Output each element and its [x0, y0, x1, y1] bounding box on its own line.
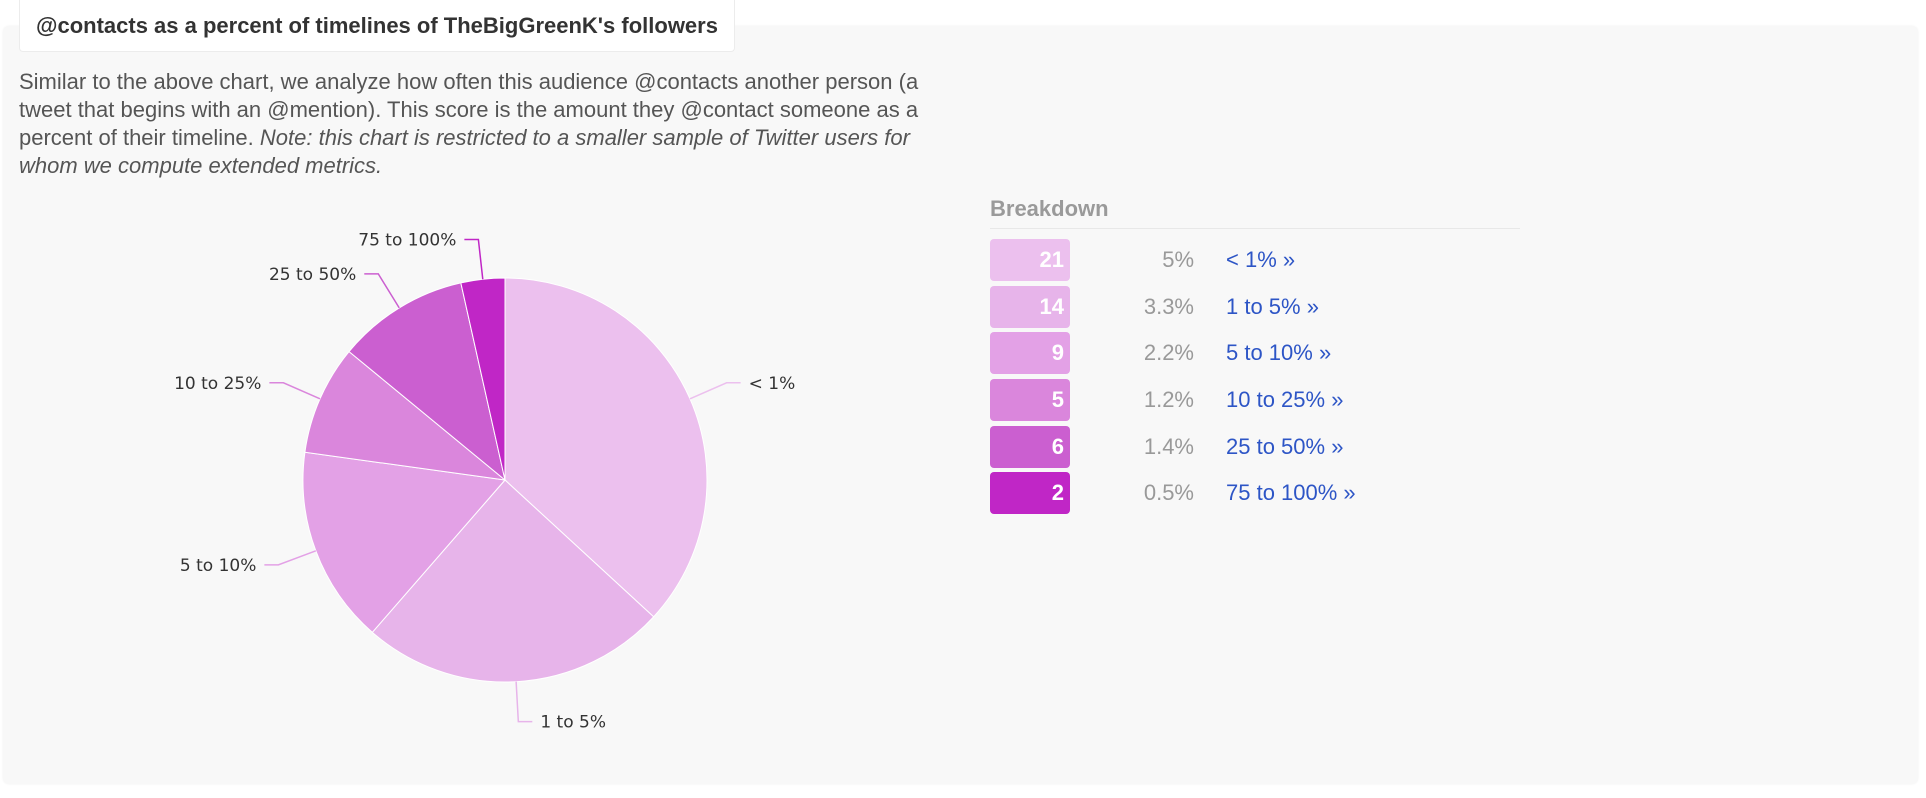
- pie-label: 5 to 10%: [180, 556, 256, 576]
- pie-label: 1 to 5%: [540, 713, 606, 733]
- pie-connector: [364, 273, 400, 309]
- breakdown-row: 6 1.4% 25 to 50% »: [990, 423, 1520, 470]
- pie-connector: [689, 382, 741, 400]
- pie-slice[interactable]: [304, 350, 507, 481]
- description-text: Similar to the above chart, we analyze h…: [19, 69, 919, 150]
- pie-label: < 1%: [749, 374, 796, 394]
- pie-chart-svg: < 1% 1 to 5% 5 to 10% 10 to 25% 25 to 50%75 …: [174, 230, 796, 733]
- breakdown-percent: 3.3%: [1143, 293, 1194, 319]
- pie-slice[interactable]: [302, 451, 506, 634]
- breakdown-link[interactable]: 1 to 5% »: [1226, 293, 1319, 319]
- breakdown-count: 21: [990, 239, 1070, 282]
- breakdown-link[interactable]: 10 to 25% »: [1226, 387, 1344, 413]
- breakdown-percent: 1.2%: [1143, 387, 1194, 413]
- chart-title-tab: @contacts as a percent of timelines of T…: [19, 0, 735, 52]
- breakdown-panel: Breakdown 21 5% < 1% » 14 3.3% 1 to 5% »…: [990, 196, 1520, 517]
- breakdown-count: 6: [990, 425, 1070, 468]
- description-note: Note: this chart is restricted to a smal…: [19, 125, 910, 178]
- chart-description: Similar to the above chart, we analyze h…: [19, 68, 969, 180]
- pie-slice[interactable]: [504, 277, 708, 618]
- pie-connector: [269, 382, 321, 400]
- breakdown-link[interactable]: < 1% »: [1226, 247, 1296, 273]
- breakdown-row: 5 1.2% 10 to 25% »: [990, 377, 1520, 424]
- pie-connector: [264, 550, 317, 566]
- pie-label: 75 to 100%: [358, 230, 456, 250]
- breakdown-row: 21 5% < 1% »: [990, 237, 1520, 284]
- breakdown-link[interactable]: 75 to 100% »: [1226, 480, 1356, 506]
- breakdown-row: 14 3.3% 1 to 5% »: [990, 284, 1520, 331]
- breakdown-percent: 1.4%: [1143, 433, 1194, 459]
- pie-label: 10 to 25%: [174, 374, 261, 394]
- breakdown-row: 2 0.5% 75 to 100% »: [990, 470, 1520, 517]
- breakdown-title: Breakdown: [990, 196, 1520, 229]
- breakdown-percent: 0.5%: [1143, 480, 1194, 506]
- pie-label: 25 to 50%: [269, 265, 356, 285]
- breakdown-count: 9: [990, 332, 1070, 375]
- breakdown-percent: 2.2%: [1143, 340, 1194, 366]
- breakdown-count: 5: [990, 379, 1070, 422]
- chart-title: @contacts as a percent of timelines of T…: [36, 12, 718, 38]
- pie-slice[interactable]: [371, 479, 655, 683]
- pie-connector: [464, 238, 484, 280]
- breakdown-link[interactable]: 5 to 10% »: [1226, 340, 1332, 366]
- breakdown-count: 14: [990, 285, 1070, 328]
- breakdown-link[interactable]: 25 to 50% »: [1226, 433, 1344, 459]
- breakdown-percent: 5%: [1162, 247, 1194, 273]
- breakdown-row: 9 2.2% 5 to 10% »: [990, 330, 1520, 377]
- breakdown-count: 2: [990, 472, 1070, 515]
- pie-connector: [515, 681, 533, 723]
- pie-chart: < 1% 1 to 5% 5 to 10% 10 to 25% 25 to 50% 75 …: [0, 0, 960, 798]
